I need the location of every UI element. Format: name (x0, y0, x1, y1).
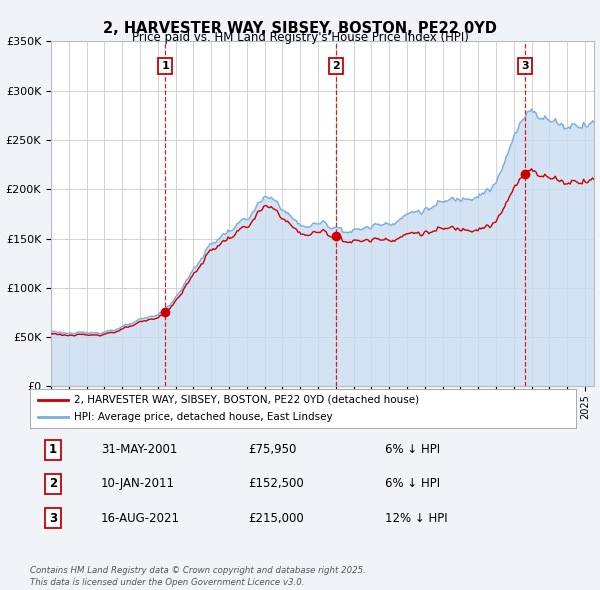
Text: £75,950: £75,950 (248, 443, 297, 456)
Text: 2, HARVESTER WAY, SIBSEY, BOSTON, PE22 0YD (detached house): 2, HARVESTER WAY, SIBSEY, BOSTON, PE22 0… (74, 395, 419, 405)
Text: HPI: Average price, detached house, East Lindsey: HPI: Average price, detached house, East… (74, 412, 332, 422)
Text: 2: 2 (332, 61, 340, 71)
Text: 12% ↓ HPI: 12% ↓ HPI (385, 512, 448, 525)
Text: 2, HARVESTER WAY, SIBSEY, BOSTON, PE22 0YD: 2, HARVESTER WAY, SIBSEY, BOSTON, PE22 0… (103, 21, 497, 36)
Text: 3: 3 (521, 61, 529, 71)
Text: 31-MAY-2001: 31-MAY-2001 (101, 443, 178, 456)
Text: Price paid vs. HM Land Registry's House Price Index (HPI): Price paid vs. HM Land Registry's House … (131, 31, 469, 44)
Text: 10-JAN-2011: 10-JAN-2011 (101, 477, 175, 490)
Text: 3: 3 (49, 512, 57, 525)
Text: £152,500: £152,500 (248, 477, 304, 490)
Text: 1: 1 (49, 443, 57, 456)
Text: 16-AUG-2021: 16-AUG-2021 (101, 512, 180, 525)
Text: 2: 2 (49, 477, 57, 490)
Text: £215,000: £215,000 (248, 512, 304, 525)
Text: 6% ↓ HPI: 6% ↓ HPI (385, 477, 440, 490)
Text: Contains HM Land Registry data © Crown copyright and database right 2025.
This d: Contains HM Land Registry data © Crown c… (30, 566, 366, 587)
Text: 6% ↓ HPI: 6% ↓ HPI (385, 443, 440, 456)
Text: 1: 1 (161, 61, 169, 71)
